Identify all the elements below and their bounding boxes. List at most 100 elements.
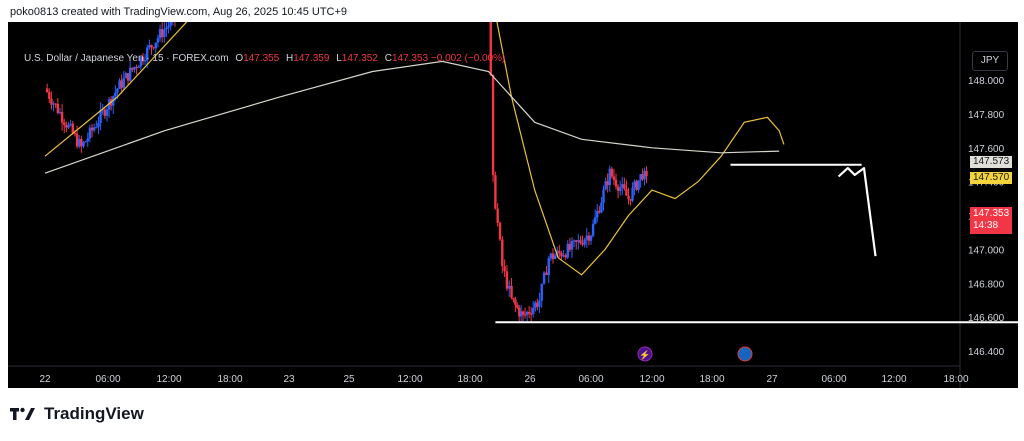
candle-body [137,66,140,68]
price-chart[interactable]: 148.000147.800147.600147.400147.200147.0… [8,22,1018,388]
candle-body [538,300,541,307]
candle-body [635,181,638,190]
candle-body [566,243,569,258]
candle-body [639,174,642,181]
candle-body [489,22,492,75]
x-tick-label: 27 [766,374,778,385]
candle-body [152,47,155,49]
candle-body [494,175,497,209]
candle-body [505,271,509,289]
low-value: 147.352 [341,53,378,64]
candle-body [73,133,77,135]
x-tick-label: 26 [524,374,536,385]
candle-body [501,239,504,267]
candle-body [570,241,574,250]
candle-body [101,109,104,111]
open-value: 147.355 [243,53,280,64]
candle-body [90,127,94,131]
candle-body [88,127,92,139]
candle-body [131,67,134,70]
candle-body [589,235,593,241]
last-price-value: 147.353 [973,208,1010,219]
candle-body [69,123,72,125]
candle-body [516,304,519,308]
candle-body [50,98,53,105]
candle-body [608,168,611,186]
candle-body [84,141,87,143]
candle-body [564,255,567,258]
candle-body [587,235,591,241]
candle-body [97,122,100,127]
x-tick-label: 12:00 [881,374,906,385]
candle-body [553,255,557,259]
candle-body [126,73,130,81]
candle-body [118,80,121,89]
open-label: O [235,53,244,64]
candle-body [86,138,89,142]
chart-panel[interactable]: 148.000147.800147.600147.400147.200147.0… [8,22,1018,388]
candle-body [583,239,586,245]
candle-body [645,170,648,177]
currency-button[interactable]: JPY [972,51,1008,71]
candle-body [150,45,153,48]
candle-body [523,314,527,316]
candle-body [128,67,132,81]
x-tick-label: 23 [283,374,295,385]
candle-body [510,285,513,298]
candle-body [169,22,172,26]
y-tick-label: 148.000 [968,76,1005,87]
candle-body [637,180,640,190]
candle-body [612,176,616,180]
close-value: 147.353 [391,53,429,64]
low-label: L [336,53,342,64]
candle-body [148,45,151,48]
candle-body [107,99,111,110]
candle-body [616,186,620,191]
candle-body [58,112,62,114]
ma20-price-label: 147.570 [970,172,1012,184]
candle-body [158,29,162,39]
candle-body [146,47,149,61]
x-tick-label: 12:00 [156,374,181,385]
candle-body [75,133,79,147]
candle-body [167,25,170,28]
x-tick-label: 18:00 [217,374,242,385]
candle-body [606,181,609,186]
symbol-legend[interactable]: U.S. Dollar / Japanese Yen · 15 · FOREX.… [24,53,505,64]
high-label: H [286,53,294,64]
candle-body [551,253,555,259]
candle-body [621,184,624,188]
candle-body [549,253,553,259]
candle-body [514,299,517,305]
x-tick-label: 06:00 [95,374,120,385]
candle-body [80,139,83,147]
candle-body [160,29,164,38]
candle-body [163,29,166,38]
candle-body [600,202,603,213]
candle-body [625,188,628,196]
candle-body [598,210,601,213]
candle-body [512,297,515,300]
candle-body [156,38,160,43]
candle-body [629,199,632,201]
tradingview-footer: TradingView [10,404,144,424]
y-tick-label: 147.600 [968,144,1005,155]
candle-body [560,253,563,257]
candle-body [124,73,128,79]
candle-body [545,272,548,275]
x-tick-label: 22 [39,374,51,385]
candle-body [529,313,533,315]
candle-body [498,222,502,240]
change-value: −0.002 (−0.00%) [430,53,506,64]
candle-body [135,67,138,69]
candle-body [105,109,109,116]
candle-body [568,243,572,250]
candle-body [604,181,607,190]
candle-body [67,124,70,128]
candle-body [92,127,96,131]
candle-body [60,112,64,123]
candle-body [527,311,531,314]
candle-body [602,189,605,203]
candle-body [103,109,107,116]
candle-body [558,250,561,254]
